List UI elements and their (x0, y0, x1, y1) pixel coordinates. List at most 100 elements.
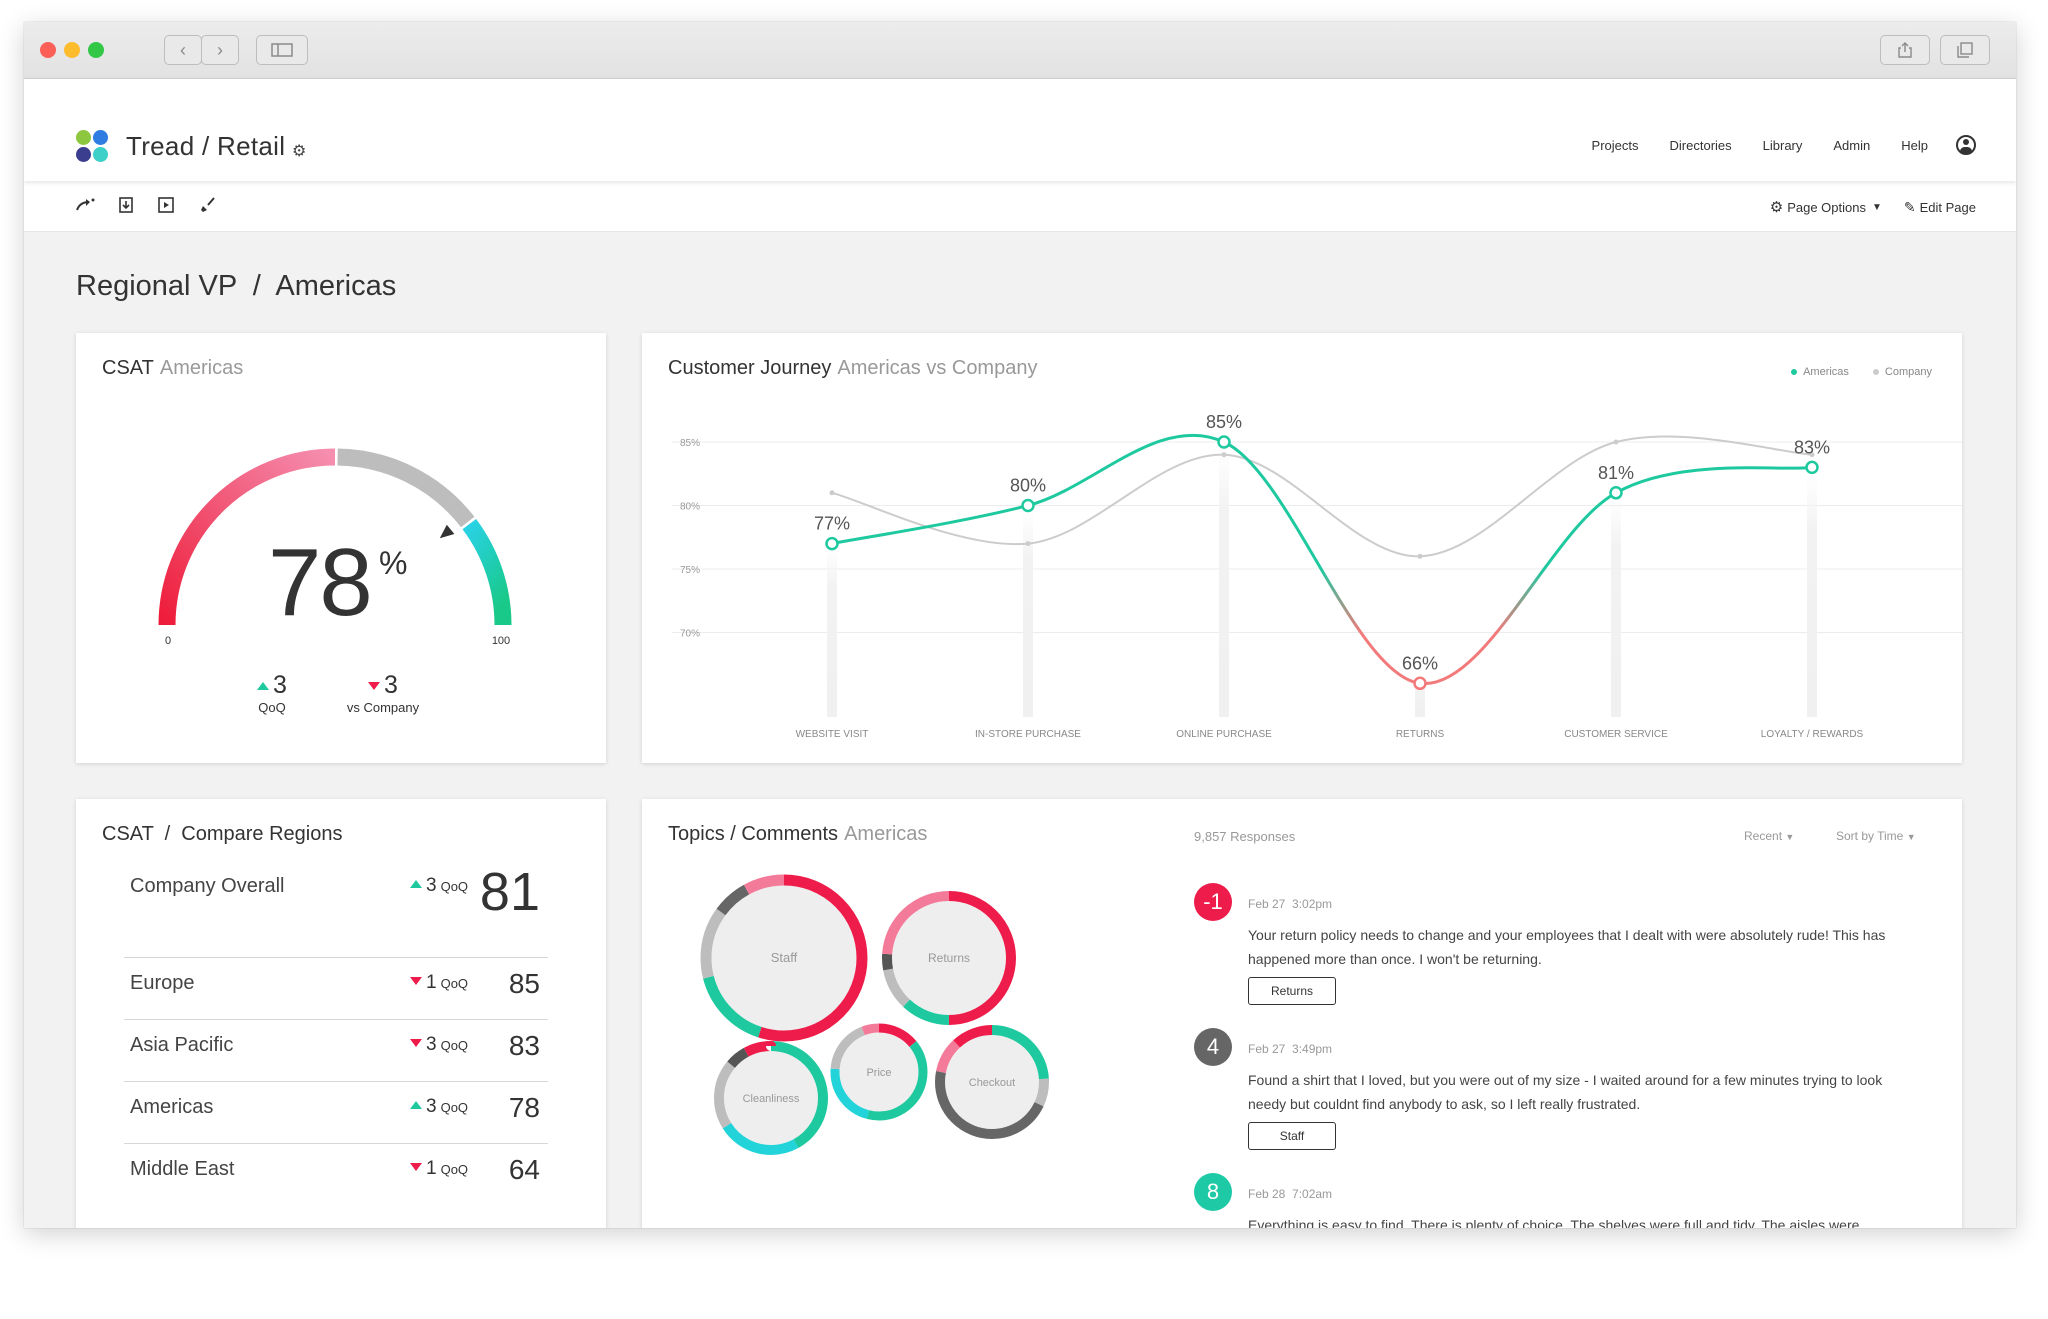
category-column (1415, 683, 1425, 717)
present-icon[interactable] (158, 197, 174, 213)
series-line-americas (831, 433, 1813, 685)
americas-point (1217, 435, 1231, 449)
app-settings-gear-icon[interactable]: ⚙ (292, 143, 307, 160)
data-label: 81% (1598, 463, 1634, 483)
topic-ring-segment (714, 1041, 828, 1155)
region-delta: 3 QoQ (410, 1034, 468, 1056)
comment-text: Found a shirt that I loved, but you were… (1248, 1072, 1883, 1112)
region-row[interactable]: Europe 1 QoQ 85 (124, 957, 548, 1019)
y-tick-label: 80% (680, 502, 700, 513)
download-icon[interactable] (119, 197, 133, 213)
close-window-button[interactable] (40, 42, 56, 58)
card-title: Customer Journey Americas vs Company (668, 357, 1038, 379)
region-row[interactable]: Asia Pacific 3 QoQ 83 (124, 1019, 548, 1081)
comment-item: 8 Feb 28 7:02am Everything is easy to find… (1194, 1173, 1884, 1228)
tabs-button[interactable] (1940, 35, 1990, 65)
company-point (1221, 452, 1227, 458)
region-name: Company Overall (130, 875, 285, 897)
x-tick-label: CUSTOMER SERVICE (1564, 729, 1668, 740)
topic-bubble (945, 1035, 1039, 1129)
legend-item-americas[interactable]: Americas (1791, 366, 1849, 378)
toolbar-right: ⚙ Page Options ▼ ✎ Edit Page (1766, 198, 1976, 217)
legend-item-company[interactable]: Company (1872, 366, 1932, 378)
gauge-arc-high (462, 518, 512, 626)
tabs-icon (1957, 42, 1973, 58)
region-row[interactable]: Americas 3 QoQ 78 (124, 1081, 548, 1143)
down-arrow-icon (368, 682, 381, 690)
app-title: Tread / Retail (126, 131, 286, 161)
brush-icon[interactable] (200, 197, 216, 213)
user-account-icon[interactable] (1956, 135, 1976, 155)
topic-bubble (711, 885, 857, 1031)
topics-bubble-chart: Staff Returns Price Cleanliness Checkout (700, 874, 1049, 1155)
pencil-icon: ✎ (1903, 198, 1916, 215)
category-column (1611, 492, 1621, 717)
y-tick-label: 85% (680, 438, 700, 449)
region-value: 78 (508, 1092, 540, 1123)
nav-directories[interactable]: Directories (1669, 137, 1732, 153)
topic-label: Returns (928, 951, 970, 965)
sidebar-icon (271, 43, 293, 57)
region-row[interactable]: Company Overall 3 QoQ 81 (124, 861, 548, 923)
y-tick-label: 70% (680, 629, 700, 640)
company-point (829, 490, 835, 496)
topic-ring-segment (935, 1025, 1049, 1139)
topic-ring-segment (700, 874, 868, 1042)
americas-point (825, 536, 839, 551)
nav-library[interactable]: Library (1762, 137, 1803, 153)
topic-label: Staff (771, 950, 798, 965)
sidebar-toggle-button[interactable] (256, 35, 308, 65)
company-point (1025, 541, 1031, 547)
topic-tag-button[interactable]: Staff (1248, 1122, 1336, 1150)
region-delta: 1 QoQ (410, 1158, 468, 1180)
share-button[interactable] (1880, 35, 1930, 65)
topic-ring-segment (882, 891, 1016, 1025)
topic-label: Cleanliness (743, 1093, 800, 1105)
gauge-percent-sign: % (379, 545, 408, 581)
response-count: 9,857 Responses (1194, 829, 1296, 844)
region-delta: 3 QoQ (410, 1096, 468, 1118)
sort-by-time-dropdown[interactable]: Sort by Time ▼ (1836, 829, 1916, 843)
gear-icon: ⚙ (1769, 199, 1784, 216)
region-name: Americas (130, 1096, 214, 1118)
x-tick-label: RETURNS (1396, 729, 1445, 740)
topic-ring-segment (882, 891, 1016, 1025)
nav-projects[interactable]: Projects (1591, 137, 1639, 153)
back-button[interactable]: ‹ (164, 35, 202, 65)
score-badge: -1 (1194, 883, 1232, 921)
share-arrow-icon[interactable] (76, 198, 96, 212)
gauge-pointer-icon (439, 524, 455, 539)
nav-admin[interactable]: Admin (1833, 137, 1871, 153)
region-delta: 1 QoQ (410, 972, 468, 994)
browser-titlebar: ‹ › (24, 22, 2016, 79)
topic-tag-button[interactable]: Returns (1248, 977, 1336, 1005)
edit-page-button[interactable]: Edit Page (1919, 199, 1976, 215)
forward-button[interactable]: › (201, 35, 239, 65)
data-label: 80% (1010, 476, 1046, 496)
up-arrow-icon (410, 880, 422, 888)
region-row[interactable]: Middle East 1 QoQ 64 (124, 1143, 548, 1205)
region-value: 83 (508, 1030, 540, 1061)
card-title: CSAT / Compare Regions (102, 823, 343, 845)
data-label: 83% (1794, 437, 1830, 457)
minimize-window-button[interactable] (64, 42, 80, 58)
comment-text: Your return policy needs to change and y… (1248, 927, 1886, 967)
comment-timestamp: Feb 27 3:02pm (1248, 897, 1333, 911)
x-tick-label: IN-STORE PURCHASE (975, 729, 1081, 740)
topic-bubble (724, 1051, 818, 1145)
comment-timestamp: Feb 28 7:02am (1248, 1187, 1333, 1201)
americas-point (1805, 460, 1819, 475)
customer-journey-card: Customer Journey Americas vs Company Amer… (642, 333, 1962, 763)
data-label: 85% (1206, 412, 1242, 432)
topic-ring-segment (935, 1025, 1049, 1139)
zoom-window-button[interactable] (88, 42, 104, 58)
nav-help[interactable]: Help (1901, 137, 1928, 153)
series-line-company (831, 435, 1813, 558)
topic-ring-segment (830, 1023, 928, 1121)
recent-dropdown[interactable]: Recent ▼ (1744, 829, 1795, 843)
qoq-stat: 3 QoQ (257, 671, 287, 715)
csat-gauge: 0 100 (158, 448, 512, 647)
page-options-button[interactable]: Page Options (1787, 199, 1866, 215)
gauge-arc-low (158, 448, 336, 626)
page-title: Regional VP / Americas (76, 270, 397, 302)
